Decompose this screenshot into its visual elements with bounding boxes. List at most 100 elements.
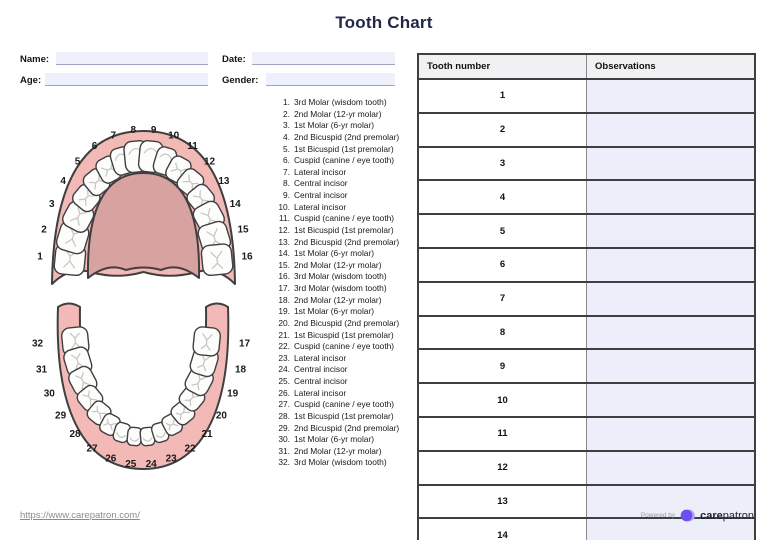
tooth-number-label: 26 — [105, 454, 117, 465]
tooth-list-number: 32. — [278, 457, 290, 468]
tooth-number-label: 1 — [37, 252, 43, 263]
tooth-list-number: 17. — [278, 283, 290, 293]
observation-input-cell[interactable] — [586, 111, 755, 147]
tooth-list-item: 4. 2nd Bicuspid (2nd premolar) — [270, 132, 399, 144]
tooth-list-number: 29. — [278, 422, 290, 433]
tooth-list-item: 27. Cuspid (canine / eye tooth) — [270, 399, 399, 411]
observation-input-cell[interactable] — [586, 78, 755, 113]
tooth-list-name: 3rd Molar (wisdom tooth) — [294, 457, 387, 468]
tooth-list-number: 1. — [283, 97, 290, 107]
tooth-number-label: 29 — [55, 411, 67, 422]
tooth-number-label: 9 — [151, 125, 157, 136]
tooth-list-name: 2nd Bicuspid (2nd premolar) — [294, 131, 400, 142]
observation-input-cell[interactable] — [586, 280, 755, 316]
tooth-list-number: 22. — [278, 341, 290, 352]
tooth-crack-line — [191, 372, 207, 391]
tooth-list-item: 20. 2nd Bicuspid (2nd premolar) — [270, 318, 399, 330]
name-input[interactable] — [56, 52, 208, 65]
observation-input-cell[interactable] — [586, 314, 755, 350]
tooth-list-name: 2nd Bicuspid (2nd premolar) — [294, 317, 400, 328]
brand-patron: patron — [722, 509, 754, 522]
tooth-list-number: 13. — [278, 236, 290, 247]
tooth-number-cell: 3 — [418, 145, 587, 181]
observation-input-cell[interactable] — [586, 415, 755, 451]
tooth-number-label: 4 — [60, 176, 66, 187]
tooth-number-cell: 1 — [418, 78, 587, 113]
carepatron-url-link[interactable]: https://www.carepatron.com/ — [20, 510, 140, 521]
tooth-crack-line — [210, 250, 224, 269]
tooth-crack-line — [82, 390, 98, 406]
tooth-list-number: 11. — [278, 213, 290, 224]
observation-input-cell[interactable] — [586, 213, 755, 248]
observation-input-cell[interactable] — [586, 348, 755, 384]
observation-input-cell[interactable] — [586, 246, 755, 282]
table-row: 12 — [418, 449, 755, 485]
tooth-list-item: 31. 2nd Molar (12-yr molar) — [270, 446, 399, 458]
tooth-crack-line — [142, 437, 153, 442]
tooth-list-name: Lateral incisor — [294, 352, 347, 363]
tooth-list-name: 2nd Molar (12-yr molar) — [294, 108, 382, 119]
tooth-number-cell: 13 — [418, 483, 587, 519]
tooth-list-item: 19. 1st Molar (6-yr molar) — [270, 306, 399, 318]
carepatron-wordmark: carepatron — [700, 510, 754, 522]
observation-input-cell[interactable] — [586, 517, 755, 540]
tooth-number-label: 11 — [187, 141, 198, 152]
tooth-name-list: 1. 3rd Molar (wisdom tooth) 2. 2nd Molar (1… — [270, 97, 399, 469]
tooth-list-name: 2nd Molar (12-yr molar) — [294, 259, 382, 270]
tooth-number-label: 23 — [166, 454, 178, 465]
table-row: 3 — [418, 145, 755, 181]
tooth-list-item: 9. Central incisor — [270, 190, 399, 202]
tooth-shape — [192, 326, 221, 357]
tooth-crack-line — [103, 418, 117, 431]
tooth-list-number: 16. — [278, 271, 290, 282]
tooth-list-number: 21. — [278, 329, 290, 340]
tooth-list-name: Cuspid (canine / eye tooth) — [294, 399, 395, 410]
tooth-list-item: 10. Lateral incisor — [270, 202, 399, 214]
table-row: 13 — [418, 483, 755, 519]
age-label: Age: — [20, 75, 42, 86]
tooth-list-item: 15. 2nd Molar (12-yr molar) — [270, 260, 399, 272]
table-row: 5 — [418, 213, 755, 248]
tooth-list-number: 23. — [278, 352, 290, 363]
tooth-list-item: 1. 3rd Molar (wisdom tooth) — [270, 97, 399, 109]
tooth-list-number: 6. — [283, 155, 290, 166]
tooth-list-item: 16. 3rd Molar (wisdom tooth) — [270, 271, 399, 283]
tooth-list-number: 7. — [283, 166, 290, 177]
tooth-list-name: 2nd Bicuspid (2nd premolar) — [294, 422, 400, 433]
gender-input[interactable] — [266, 73, 395, 86]
tooth-list-number: 15. — [278, 259, 290, 270]
age-input[interactable] — [45, 73, 208, 86]
observation-input-cell[interactable] — [586, 483, 755, 519]
tooth-list-number: 3. — [283, 120, 290, 131]
tooth-list-item: 25. Central incisor — [270, 376, 399, 388]
tooth-number-label: 8 — [131, 125, 137, 136]
observation-input-cell[interactable] — [586, 145, 755, 181]
observation-input-cell[interactable] — [586, 382, 755, 417]
tooth-number-cell: 7 — [418, 280, 587, 316]
tooth-crack-line — [200, 333, 213, 351]
observations-table: Tooth number Observations 1 2 3 4 5 6 7 8 9 10 11 1… — [417, 53, 756, 540]
tooth-list-number: 18. — [278, 294, 290, 305]
tooth-list-item: 22. Cuspid (canine / eye tooth) — [270, 341, 399, 353]
observation-input-cell[interactable] — [586, 179, 755, 215]
tooth-list-name: Cuspid (canine / eye tooth) — [294, 155, 395, 166]
name-label: Name: — [20, 54, 50, 65]
tooth-list-item: 32. 3rd Molar (wisdom tooth) — [270, 457, 399, 469]
tooth-crack-line — [71, 352, 85, 371]
tooth-list-name: 2nd Bicuspid (2nd premolar) — [294, 236, 400, 247]
tooth-list-name: Cuspid (canine / eye tooth) — [294, 341, 395, 352]
tooth-list-item: 30. 1st Molar (6-yr molar) — [270, 434, 399, 446]
tooth-list-name: 3rd Molar (wisdom tooth) — [294, 283, 387, 293]
tooth-number-label: 3 — [49, 199, 55, 210]
tooth-list-name: 2nd Molar (12-yr molar) — [294, 294, 382, 305]
tooth-number-label: 6 — [92, 141, 98, 152]
tooth-number-label: 20 — [216, 411, 228, 422]
tooth-number-label: 27 — [86, 444, 98, 455]
tooth-list-name: Central incisor — [294, 376, 348, 386]
date-input[interactable] — [252, 52, 395, 65]
observation-input-cell[interactable] — [586, 449, 755, 485]
tooth-number-cell: 5 — [418, 213, 587, 248]
tooth-number-label: 12 — [204, 157, 216, 168]
